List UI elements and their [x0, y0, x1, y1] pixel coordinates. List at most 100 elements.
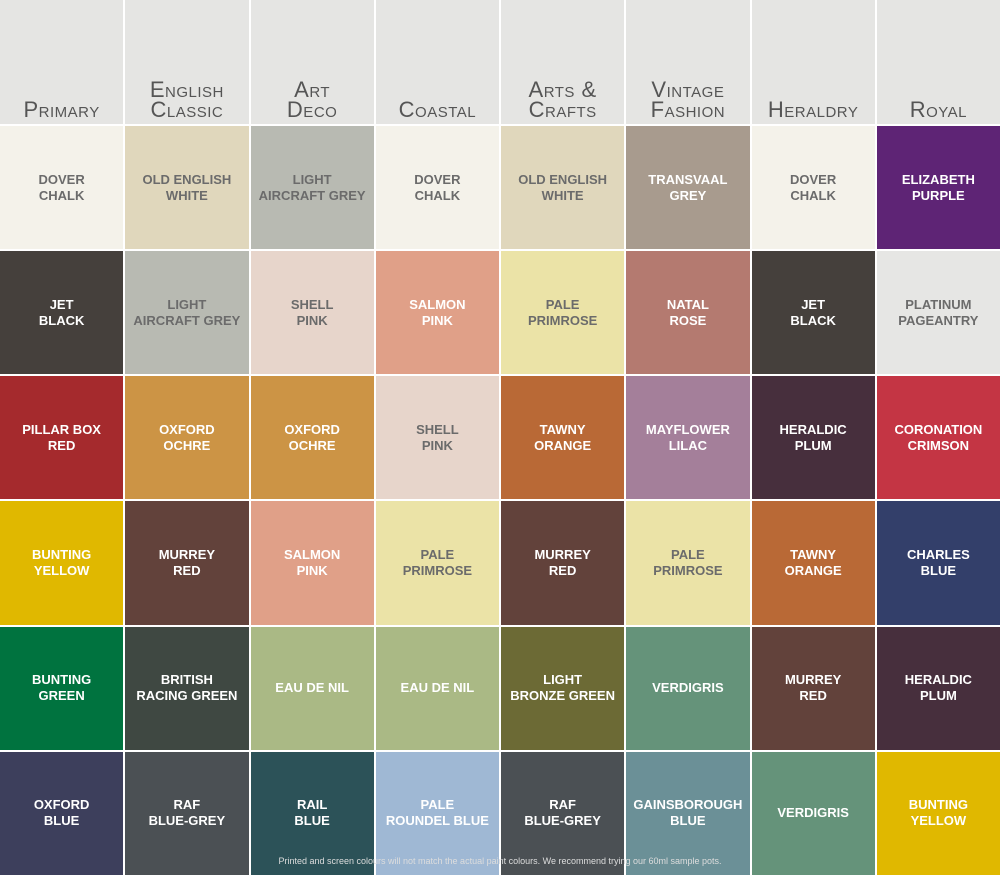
- swatch-name: JET: [801, 296, 826, 312]
- color-swatch: HERALDIC PLUM: [876, 626, 1000, 750]
- color-swatch: BRITISH RACING GREEN: [125, 626, 249, 750]
- swatch-name: DOVER: [38, 171, 85, 187]
- swatch-name: OCHRE: [288, 437, 336, 453]
- color-swatch: JET BLACK: [751, 251, 875, 375]
- swatch-name: CORONATION: [894, 421, 983, 437]
- swatch-name: BRONZE GREEN: [510, 688, 615, 704]
- swatch-name: VERDIGRIS: [777, 805, 849, 821]
- swatch-name: OCHRE: [163, 437, 211, 453]
- swatch-name: PLATINUM: [905, 296, 972, 312]
- color-swatch: DOVER CHALK: [751, 126, 875, 250]
- swatch-name: WHITE: [165, 187, 208, 203]
- color-swatch: BUNTING YELLOW: [876, 751, 1000, 875]
- swatch-name: GREY: [669, 187, 707, 203]
- header-line: Vintage: [651, 77, 725, 102]
- swatch-name: CHALK: [38, 187, 85, 203]
- swatch-name: TAWNY: [539, 421, 586, 437]
- swatch-name: LIGHT: [292, 171, 332, 187]
- color-swatch: SHELL PINK: [250, 251, 374, 375]
- swatch-name: BUNTING: [32, 547, 92, 563]
- header-line: Fashion: [650, 97, 726, 122]
- swatch-name: JET: [49, 296, 74, 312]
- color-swatch: GAINSBOROUGH BLUE: [626, 751, 750, 875]
- swatch-name: SALMON: [409, 296, 466, 312]
- swatch-name: PALE: [545, 296, 580, 312]
- swatch-name: HERALDIC: [779, 421, 847, 437]
- swatch-name: OLD ENGLISH: [142, 171, 232, 187]
- swatch-name: CHALK: [790, 187, 836, 203]
- swatch-name: BUNTING: [908, 797, 968, 813]
- swatch-name: PALE: [420, 547, 455, 563]
- swatch-name: BLACK: [38, 312, 85, 328]
- color-swatch: VERDIGRIS: [751, 751, 875, 875]
- color-swatch: EAU DE NIL: [375, 626, 499, 750]
- color-swatch: HERALDIC PLUM: [751, 376, 875, 500]
- color-swatch: ELIZABETH PURPLE: [876, 126, 1000, 250]
- swatch-name: CRIMSON: [907, 437, 970, 453]
- swatch-name: OXFORD: [284, 421, 340, 437]
- color-swatch: MAYFLOWER LILAC: [626, 376, 750, 500]
- header-line: Classic: [150, 97, 224, 122]
- swatch-name: SHELL: [290, 296, 334, 312]
- swatch-name: PALE: [420, 797, 455, 813]
- color-swatch: OLD ENGLISH WHITE: [125, 126, 249, 250]
- swatch-name: BLUE: [294, 813, 330, 829]
- color-swatch: OLD ENGLISH WHITE: [501, 126, 625, 250]
- swatch-name: HERALDIC: [904, 672, 972, 688]
- swatch-name: PRIMROSE: [653, 563, 723, 579]
- color-swatch: OXFORD OCHRE: [125, 376, 249, 500]
- swatch-name: OXFORD: [33, 797, 90, 813]
- color-swatch: PLATINUM PAGEANTRY: [876, 251, 1000, 375]
- swatch-name: YELLOW: [910, 813, 967, 829]
- color-swatch: EAU DE NIL: [250, 626, 374, 750]
- swatch-name: RED: [47, 437, 76, 453]
- color-swatch: SALMON PINK: [250, 501, 374, 625]
- color-swatch: RAF BLUE-GREY: [125, 751, 249, 875]
- swatch-name: PILLAR BOX: [22, 421, 101, 437]
- swatch-name: BLACK: [790, 312, 836, 328]
- swatch-name: WHITE: [541, 187, 584, 203]
- swatch-name: RACING GREEN: [136, 688, 238, 704]
- swatch-name: DOVER: [414, 171, 461, 187]
- color-swatch: RAF BLUE-GREY: [501, 751, 625, 875]
- color-swatch: OXFORD BLUE: [0, 751, 124, 875]
- swatch-name: RAF: [173, 797, 201, 813]
- swatch-name: VERDIGRIS: [652, 680, 724, 696]
- swatch-name: MURREY: [534, 547, 591, 563]
- swatch-name: BLUE-GREY: [148, 813, 226, 829]
- swatch-name: LILAC: [668, 437, 708, 453]
- swatch-name: BUNTING: [32, 672, 92, 688]
- swatch-name: PINK: [296, 312, 328, 328]
- color-swatch: RAIL BLUE: [250, 751, 374, 875]
- swatch-name: YELLOW: [33, 563, 90, 579]
- swatch-name: OXFORD: [159, 421, 215, 437]
- color-swatch: LIGHT BRONZE GREEN: [501, 626, 625, 750]
- swatch-name: BLUE: [43, 813, 80, 829]
- header-line: Royal: [909, 97, 968, 122]
- swatch-name: BLUE: [920, 563, 957, 579]
- swatch-name: PRIMROSE: [527, 312, 598, 328]
- column-header: Royal: [876, 0, 1000, 124]
- column-header: Coastal: [375, 0, 499, 124]
- header-line: Arts &: [528, 77, 597, 102]
- swatch-name: BLUE: [670, 813, 706, 829]
- swatch-name: NATAL: [666, 296, 709, 312]
- swatch-name: SHELL: [416, 421, 459, 437]
- swatch-name: MURREY: [158, 547, 216, 563]
- swatch-name: RED: [548, 563, 577, 579]
- swatch-name: CHALK: [414, 187, 461, 203]
- swatch-name: BRITISH: [160, 672, 213, 688]
- color-swatch: LIGHT AIRCRAFT GREY: [250, 126, 374, 250]
- color-swatch: MURREY RED: [501, 501, 625, 625]
- swatch-name: PRIMROSE: [402, 563, 473, 579]
- column-header: Arts & Crafts: [501, 0, 625, 124]
- column-header: Primary: [0, 0, 124, 124]
- color-swatch: TAWNY ORANGE: [501, 376, 625, 500]
- color-swatch: SALMON PINK: [375, 251, 499, 375]
- swatch-name: MAYFLOWER: [645, 421, 730, 437]
- color-swatch: TRANSVAAL GREY: [626, 126, 750, 250]
- color-swatch: BUNTING YELLOW: [0, 501, 124, 625]
- color-swatch: VERDIGRIS: [626, 626, 750, 750]
